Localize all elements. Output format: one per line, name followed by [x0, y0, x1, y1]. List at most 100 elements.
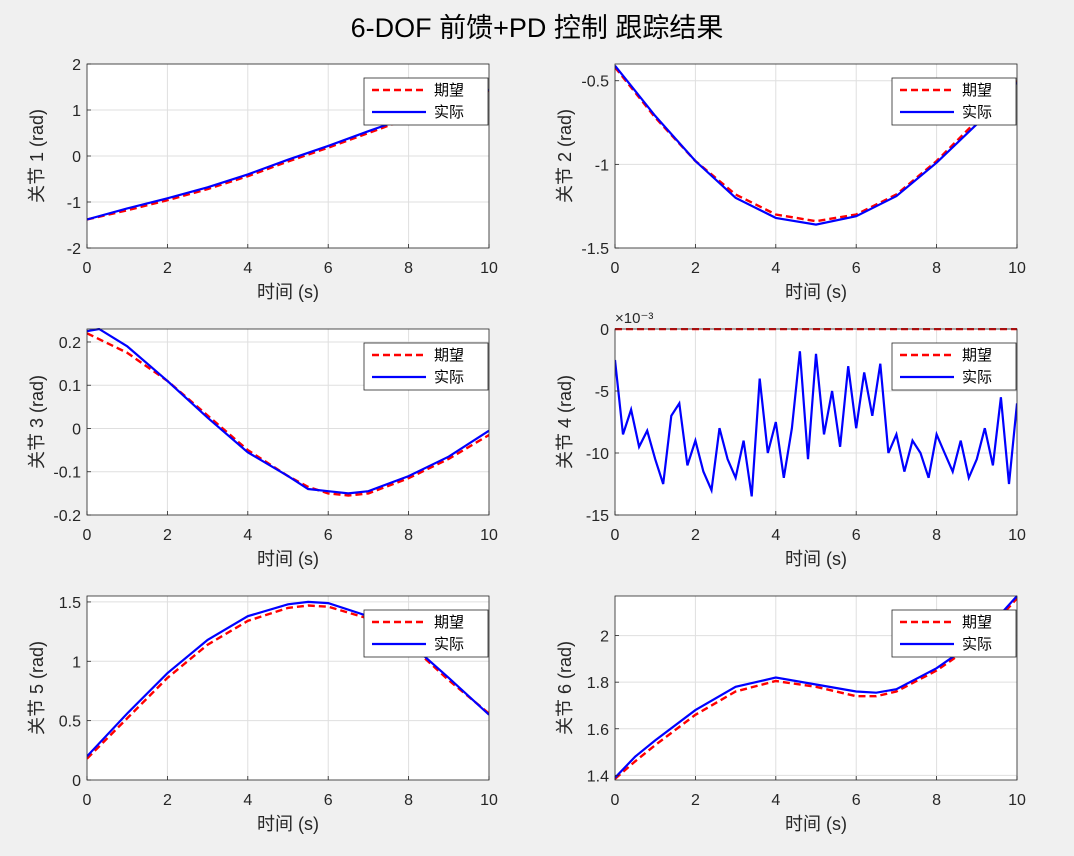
y-tick-label: -1 — [595, 157, 609, 174]
y-tick-label: 2 — [600, 629, 609, 646]
y-tick-label: 1.5 — [59, 595, 81, 612]
x-tick-label: 6 — [324, 792, 333, 809]
actual-series-line — [87, 328, 489, 495]
legend-label: 期望 — [434, 347, 464, 364]
x-tick-label: 10 — [480, 260, 498, 277]
x-tick-label: 10 — [1008, 527, 1026, 544]
legend-label: 期望 — [434, 82, 464, 99]
y-axis-label: 关节 4 (rad) — [555, 375, 575, 469]
x-tick-label: 10 — [1008, 792, 1026, 809]
y-axis-label: 关节 1 (rad) — [27, 109, 47, 203]
legend-box — [891, 342, 1017, 391]
y-tick-label: -0.1 — [53, 465, 81, 482]
y-tick-label: -0.2 — [53, 508, 81, 525]
y-axis-label: 关节 2 (rad) — [555, 109, 575, 203]
x-tick-label: 2 — [163, 792, 172, 809]
x-tick-label: 4 — [771, 260, 780, 277]
x-tick-label: 8 — [932, 527, 941, 544]
figure-title: 6-DOF 前馈+PD 控制 跟踪结果 — [350, 13, 724, 43]
x-tick-label: 0 — [83, 792, 92, 809]
y-tick-label: -15 — [586, 508, 609, 525]
legend-label: 实际 — [434, 369, 464, 386]
x-tick-label: 0 — [611, 792, 620, 809]
legend-box — [891, 609, 1017, 658]
x-tick-label: 8 — [932, 260, 941, 277]
subplot-4: 0 2 4 6 8 10 -15 -10 -5 0 ×10⁻³ 时间 (s) 关节 4 (rad) 期望实… — [555, 310, 1026, 569]
axes-box — [614, 595, 1018, 781]
y-tick-label: -1 — [67, 195, 81, 212]
y-tick-label: 0 — [72, 773, 81, 790]
desired-series-line — [615, 597, 1017, 780]
x-tick-label: 6 — [852, 527, 861, 544]
y-tick-label: 1 — [72, 654, 81, 671]
y-tick-label: 0 — [72, 149, 81, 166]
x-tick-label: 10 — [480, 792, 498, 809]
x-tick-label: 4 — [771, 792, 780, 809]
legend-label: 期望 — [434, 614, 464, 631]
y-axis-label: 关节 6 (rad) — [555, 641, 575, 735]
actual-series-line — [615, 65, 1017, 226]
x-tick-label: 4 — [243, 260, 252, 277]
y-tick-label: 1.8 — [587, 675, 609, 692]
x-tick-label: 2 — [163, 260, 172, 277]
x-axis-label: 时间 (s) — [257, 549, 319, 569]
x-tick-label: 4 — [243, 792, 252, 809]
x-tick-label: 2 — [163, 527, 172, 544]
x-tick-label: 10 — [1008, 260, 1026, 277]
x-tick-label: 10 — [480, 527, 498, 544]
legend-box — [363, 609, 489, 658]
y-tick-label: -1.5 — [581, 241, 609, 258]
x-tick-label: 4 — [771, 527, 780, 544]
legend-label: 期望 — [962, 347, 992, 364]
y-tick-label: 1.6 — [587, 722, 609, 739]
x-tick-label: 2 — [691, 527, 700, 544]
y-tick-label: 0.2 — [59, 335, 81, 352]
x-tick-label: 0 — [611, 527, 620, 544]
y-tick-label: 1 — [72, 103, 81, 120]
y-tick-label: 0 — [600, 322, 609, 339]
x-tick-label: 4 — [243, 527, 252, 544]
x-tick-label: 8 — [404, 792, 413, 809]
desired-series-line — [87, 604, 489, 760]
y-exponent-label: ×10⁻³ — [615, 310, 653, 327]
axes-box — [86, 595, 490, 781]
legend-label: 实际 — [434, 636, 464, 653]
legend-label: 期望 — [962, 614, 992, 631]
axes-box — [86, 328, 490, 516]
y-tick-label: 0 — [72, 421, 81, 438]
x-tick-label: 6 — [852, 792, 861, 809]
legend-box — [891, 77, 1017, 126]
y-axis-label: 关节 3 (rad) — [27, 375, 47, 469]
x-tick-label: 0 — [611, 260, 620, 277]
y-axis-label: 关节 5 (rad) — [27, 641, 47, 735]
x-tick-label: 6 — [852, 260, 861, 277]
x-tick-label: 8 — [932, 792, 941, 809]
legend-label: 期望 — [962, 82, 992, 99]
x-tick-label: 0 — [83, 527, 92, 544]
y-tick-label: 1.4 — [587, 768, 609, 785]
legend-label: 实际 — [962, 636, 992, 653]
x-tick-label: 8 — [404, 260, 413, 277]
subplot-3: 0 2 4 6 8 10 -0.2 -0.1 0 0.1 0.2 时间 (s) 关节 3 (rad) 期望… — [27, 328, 498, 569]
y-tick-label: -2 — [67, 241, 81, 258]
x-tick-label: 2 — [691, 792, 700, 809]
y-tick-label: 0.1 — [59, 378, 81, 395]
x-tick-label: 8 — [404, 527, 413, 544]
legend-box — [363, 342, 489, 391]
actual-series-line — [615, 595, 1017, 779]
y-tick-label: 0.5 — [59, 714, 81, 731]
x-tick-label: 0 — [83, 260, 92, 277]
x-axis-label: 时间 (s) — [257, 282, 319, 302]
x-axis-label: 时间 (s) — [785, 549, 847, 569]
actual-series-line — [615, 351, 1017, 497]
y-tick-label: 2 — [72, 57, 81, 74]
